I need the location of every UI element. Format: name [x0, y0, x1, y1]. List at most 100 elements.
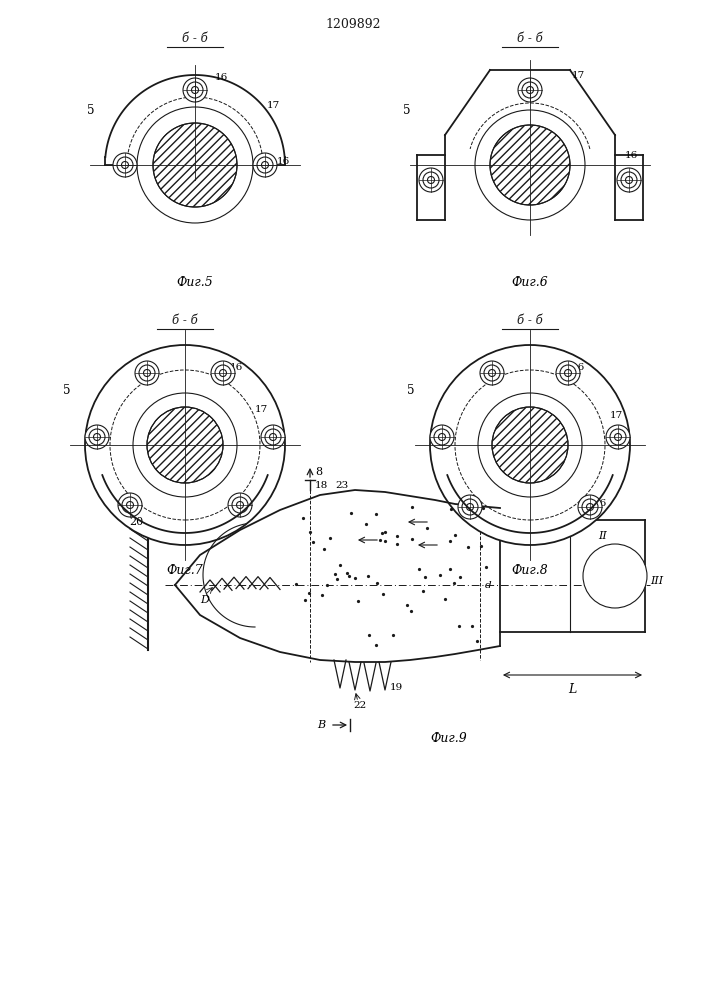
Circle shape — [117, 157, 133, 173]
Text: 18: 18 — [315, 481, 328, 489]
Circle shape — [614, 434, 621, 440]
Circle shape — [610, 429, 626, 445]
Text: D: D — [201, 595, 209, 605]
Circle shape — [617, 168, 641, 192]
Circle shape — [192, 87, 199, 94]
Circle shape — [147, 407, 223, 483]
Text: б - б: б - б — [517, 32, 543, 45]
Circle shape — [237, 502, 243, 508]
Circle shape — [219, 369, 226, 376]
Circle shape — [527, 87, 534, 94]
Text: 8: 8 — [315, 467, 322, 477]
Text: 17: 17 — [255, 406, 268, 414]
Circle shape — [122, 161, 129, 168]
Text: B: B — [317, 720, 325, 730]
Text: 17: 17 — [572, 70, 585, 80]
Text: 19: 19 — [390, 684, 403, 692]
Circle shape — [587, 504, 593, 510]
Circle shape — [621, 172, 637, 188]
Circle shape — [133, 393, 237, 497]
Circle shape — [183, 78, 207, 102]
Circle shape — [118, 493, 142, 517]
Text: 16: 16 — [572, 362, 585, 371]
Circle shape — [455, 370, 605, 520]
Text: б - б: б - б — [517, 314, 543, 327]
Circle shape — [187, 82, 203, 98]
Circle shape — [478, 393, 582, 497]
Circle shape — [211, 361, 235, 385]
Text: II: II — [599, 531, 607, 541]
Text: б - б: б - б — [182, 32, 208, 45]
Circle shape — [518, 78, 542, 102]
Text: 22: 22 — [354, 700, 367, 710]
Circle shape — [113, 153, 137, 177]
Circle shape — [606, 425, 630, 449]
Circle shape — [265, 429, 281, 445]
Circle shape — [492, 407, 568, 483]
Text: 17: 17 — [267, 101, 280, 109]
Circle shape — [139, 365, 155, 381]
Circle shape — [462, 499, 478, 515]
Text: Фиг.6: Фиг.6 — [512, 276, 549, 290]
Circle shape — [556, 361, 580, 385]
Circle shape — [135, 361, 159, 385]
Text: 17: 17 — [610, 410, 624, 420]
Circle shape — [490, 125, 570, 205]
Circle shape — [232, 497, 248, 513]
Circle shape — [153, 123, 237, 207]
Circle shape — [269, 434, 276, 440]
Circle shape — [423, 172, 439, 188]
Text: Фиг.7: Фиг.7 — [167, 564, 204, 576]
Text: б - б: б - б — [172, 314, 198, 327]
Text: 20: 20 — [129, 517, 143, 527]
Text: 5: 5 — [407, 383, 415, 396]
Circle shape — [626, 176, 633, 184]
Text: 5: 5 — [62, 383, 70, 396]
Circle shape — [475, 110, 585, 220]
Circle shape — [522, 82, 538, 98]
Circle shape — [144, 369, 151, 376]
Circle shape — [228, 493, 252, 517]
Circle shape — [257, 157, 273, 173]
Text: III: III — [650, 576, 663, 586]
Circle shape — [430, 345, 630, 545]
Circle shape — [253, 153, 277, 177]
Text: 16: 16 — [277, 157, 291, 166]
Circle shape — [85, 425, 109, 449]
Text: L: L — [568, 683, 576, 696]
Text: d: d — [485, 580, 491, 589]
Circle shape — [137, 107, 253, 223]
Text: 16: 16 — [230, 362, 243, 371]
Circle shape — [127, 502, 134, 508]
Circle shape — [434, 429, 450, 445]
Circle shape — [564, 369, 571, 376]
Circle shape — [484, 365, 500, 381]
Circle shape — [215, 365, 231, 381]
Circle shape — [480, 361, 504, 385]
Circle shape — [578, 495, 602, 519]
Circle shape — [93, 434, 100, 440]
Circle shape — [428, 176, 435, 184]
Text: Фиг.9: Фиг.9 — [430, 732, 467, 744]
Circle shape — [467, 504, 474, 510]
Text: 1209892: 1209892 — [325, 18, 381, 31]
Text: 16: 16 — [593, 499, 607, 508]
Circle shape — [89, 429, 105, 445]
Text: 16: 16 — [215, 73, 228, 82]
Text: 23: 23 — [335, 481, 349, 489]
Circle shape — [583, 544, 647, 608]
Circle shape — [458, 495, 482, 519]
Circle shape — [430, 425, 454, 449]
Circle shape — [582, 499, 598, 515]
Text: 5: 5 — [88, 104, 95, 116]
Text: Фиг.8: Фиг.8 — [512, 564, 549, 576]
Circle shape — [560, 365, 576, 381]
Circle shape — [261, 425, 285, 449]
Circle shape — [262, 161, 269, 168]
Circle shape — [489, 369, 496, 376]
Circle shape — [85, 345, 285, 545]
Circle shape — [110, 370, 260, 520]
Text: 16: 16 — [625, 150, 638, 159]
Circle shape — [122, 497, 138, 513]
Circle shape — [438, 434, 445, 440]
